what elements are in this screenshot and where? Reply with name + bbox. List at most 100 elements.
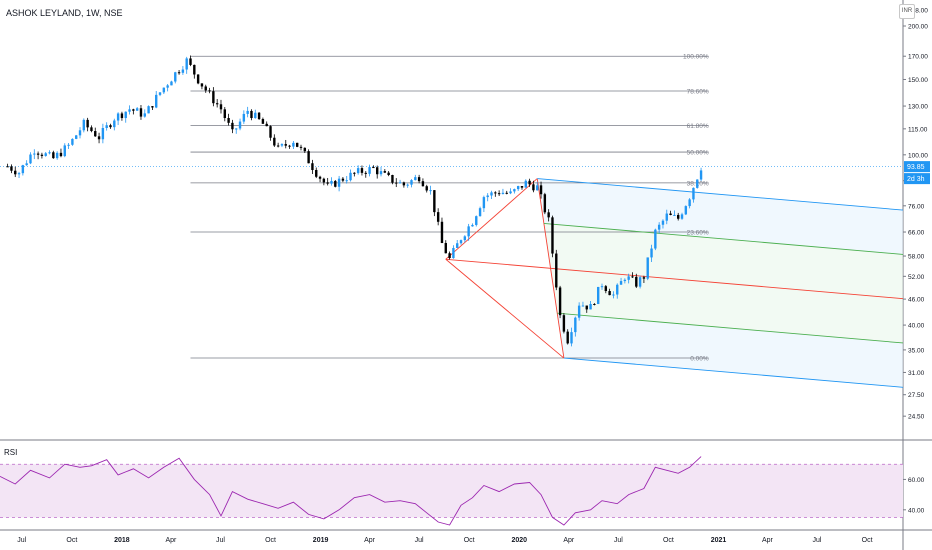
candle-body xyxy=(646,257,649,279)
candle-body xyxy=(562,315,566,332)
candle-body xyxy=(699,170,703,180)
y-tick-label: 76.00 xyxy=(908,203,925,210)
candle-body xyxy=(555,253,558,288)
candle-body xyxy=(642,277,646,279)
candle-body xyxy=(482,197,486,209)
candle-body xyxy=(440,221,444,243)
candle-body xyxy=(448,253,451,259)
candle-body xyxy=(585,305,588,310)
candle-body xyxy=(238,121,242,129)
candle-body xyxy=(223,109,226,119)
candle-body xyxy=(33,153,36,155)
candle-body xyxy=(303,147,307,152)
currency-badge[interactable]: INR xyxy=(899,4,915,19)
fib-level-label: 100.00% xyxy=(683,54,709,61)
candle-body xyxy=(242,113,246,122)
candle-body xyxy=(135,108,139,111)
x-tick-label: Jul xyxy=(17,537,26,544)
candle-body xyxy=(402,182,406,186)
candle-body xyxy=(235,128,238,130)
y-tick-label: 100.00 xyxy=(908,152,928,159)
candle-body xyxy=(570,332,573,344)
x-tick-label: Oct xyxy=(265,537,276,544)
candle-body xyxy=(330,180,333,184)
candle-body xyxy=(600,286,604,288)
candle-body xyxy=(467,226,470,237)
candle-body xyxy=(215,103,219,105)
x-tick-label: Jul xyxy=(813,537,822,544)
y-tick-label: 35.00 xyxy=(908,347,925,354)
candle-body xyxy=(147,106,150,114)
candle-body xyxy=(547,212,550,218)
candle-body xyxy=(166,85,169,88)
candle-body xyxy=(577,305,581,318)
pitchfork-fill-inner-lower xyxy=(550,268,903,343)
candle-body xyxy=(436,212,440,222)
fib-level-label: 0.00% xyxy=(690,356,709,363)
y-tick-label: 150.00 xyxy=(908,77,928,84)
candle-body xyxy=(29,154,32,164)
candle-body xyxy=(55,152,59,159)
candle-body xyxy=(505,192,508,194)
candle-body xyxy=(265,123,268,127)
fib-level-label: 50.00% xyxy=(687,150,709,157)
candle-body xyxy=(372,167,375,169)
candle-body xyxy=(10,166,13,171)
candle-body xyxy=(132,109,135,111)
candle-body xyxy=(612,294,615,296)
y-tick-label: 31.00 xyxy=(908,370,925,377)
candle-body xyxy=(452,247,455,259)
candle-body xyxy=(128,109,131,112)
candle-body xyxy=(52,152,55,159)
y-tick-label: 52.00 xyxy=(908,274,925,281)
candle-body xyxy=(349,172,352,181)
candle-body xyxy=(353,172,356,174)
y-tick-label: 170.00 xyxy=(908,54,928,61)
candle-body xyxy=(623,279,627,282)
candle-body xyxy=(273,137,276,146)
candle-body xyxy=(356,168,360,174)
rsi-label: RSI xyxy=(4,448,18,457)
candle-body xyxy=(109,125,112,128)
candle-body xyxy=(196,74,200,84)
candle-body xyxy=(212,91,215,104)
candle-body xyxy=(501,192,505,194)
candle-body xyxy=(677,214,680,219)
candle-body xyxy=(40,154,44,156)
candle-body xyxy=(120,113,124,119)
candle-body xyxy=(638,277,642,287)
candle-body xyxy=(219,104,223,110)
candle-body xyxy=(284,144,287,146)
pitchfork-handle-line xyxy=(445,258,565,359)
y-tick-label: 218.00 xyxy=(908,8,928,15)
candle-body xyxy=(635,276,638,287)
candle-body xyxy=(391,174,394,183)
last-price-tag-label: 93.85 xyxy=(907,164,925,171)
candle-body xyxy=(596,286,600,304)
candle-body xyxy=(170,81,173,86)
candle-body xyxy=(341,178,345,181)
pitchfork-median-line xyxy=(445,258,904,300)
candle-body xyxy=(231,122,234,130)
candle-body xyxy=(155,94,158,108)
candle-body xyxy=(532,184,535,191)
candle-body xyxy=(444,242,447,254)
candle-body xyxy=(543,194,547,213)
candle-body xyxy=(593,303,596,305)
candle-body xyxy=(318,176,322,179)
candle-body xyxy=(673,214,676,216)
x-tick-label: Oct xyxy=(862,537,873,544)
candle-body xyxy=(334,180,337,187)
pitchfork-base-line xyxy=(536,178,565,359)
candle-body xyxy=(387,172,390,175)
candle-body xyxy=(425,186,428,191)
fib-level-label: 23.60% xyxy=(687,230,709,237)
candle-body xyxy=(246,110,249,114)
candle-body xyxy=(509,191,512,194)
pitchfork-outer-line xyxy=(563,357,904,388)
candle-body xyxy=(44,153,47,156)
pitchfork-inner-line xyxy=(557,312,904,344)
candle-body xyxy=(608,291,611,296)
candle-body xyxy=(433,190,436,213)
